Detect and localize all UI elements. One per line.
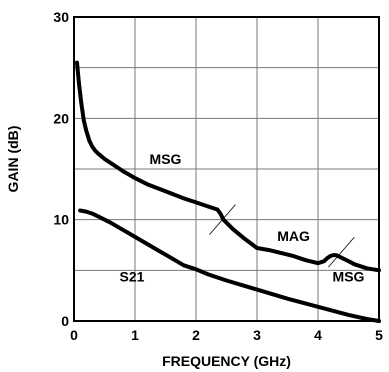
break-marker — [328, 236, 355, 268]
tick-labels: 0 1 2 3 4 5 0 10 20 30 — [53, 9, 383, 343]
annotation-msg1: MSG — [150, 151, 182, 167]
curve-layer — [75, 60, 381, 323]
x-tick-label: 4 — [314, 327, 322, 343]
x-axis-label: FREQUENCY (GHz) — [162, 353, 291, 369]
y-tick-label: 0 — [61, 313, 69, 329]
y-tick-label: 30 — [53, 9, 69, 25]
series-line-s21 — [78, 208, 381, 323]
plot-frame — [73, 16, 380, 322]
series-line-gain-upper — [75, 60, 381, 273]
annotation-s21: S21 — [119, 268, 144, 284]
annotation-msg2: MSG — [333, 268, 365, 284]
grid-lines — [74, 17, 379, 321]
break-marker — [209, 204, 236, 235]
x-tick-label: 2 — [192, 327, 200, 343]
break-markers — [209, 204, 355, 268]
y-tick-label: 20 — [53, 110, 69, 126]
x-tick-label: 3 — [253, 327, 261, 343]
x-tick-label: 0 — [70, 327, 78, 343]
x-tick-label: 1 — [131, 327, 139, 343]
annotation-mag: MAG — [277, 228, 310, 244]
y-axis-label: GAIN (dB) — [5, 126, 21, 193]
x-tick-label: 5 — [375, 327, 383, 343]
annotations: MSG MAG MSG S21 — [119, 151, 364, 285]
y-tick-label: 10 — [53, 212, 69, 228]
